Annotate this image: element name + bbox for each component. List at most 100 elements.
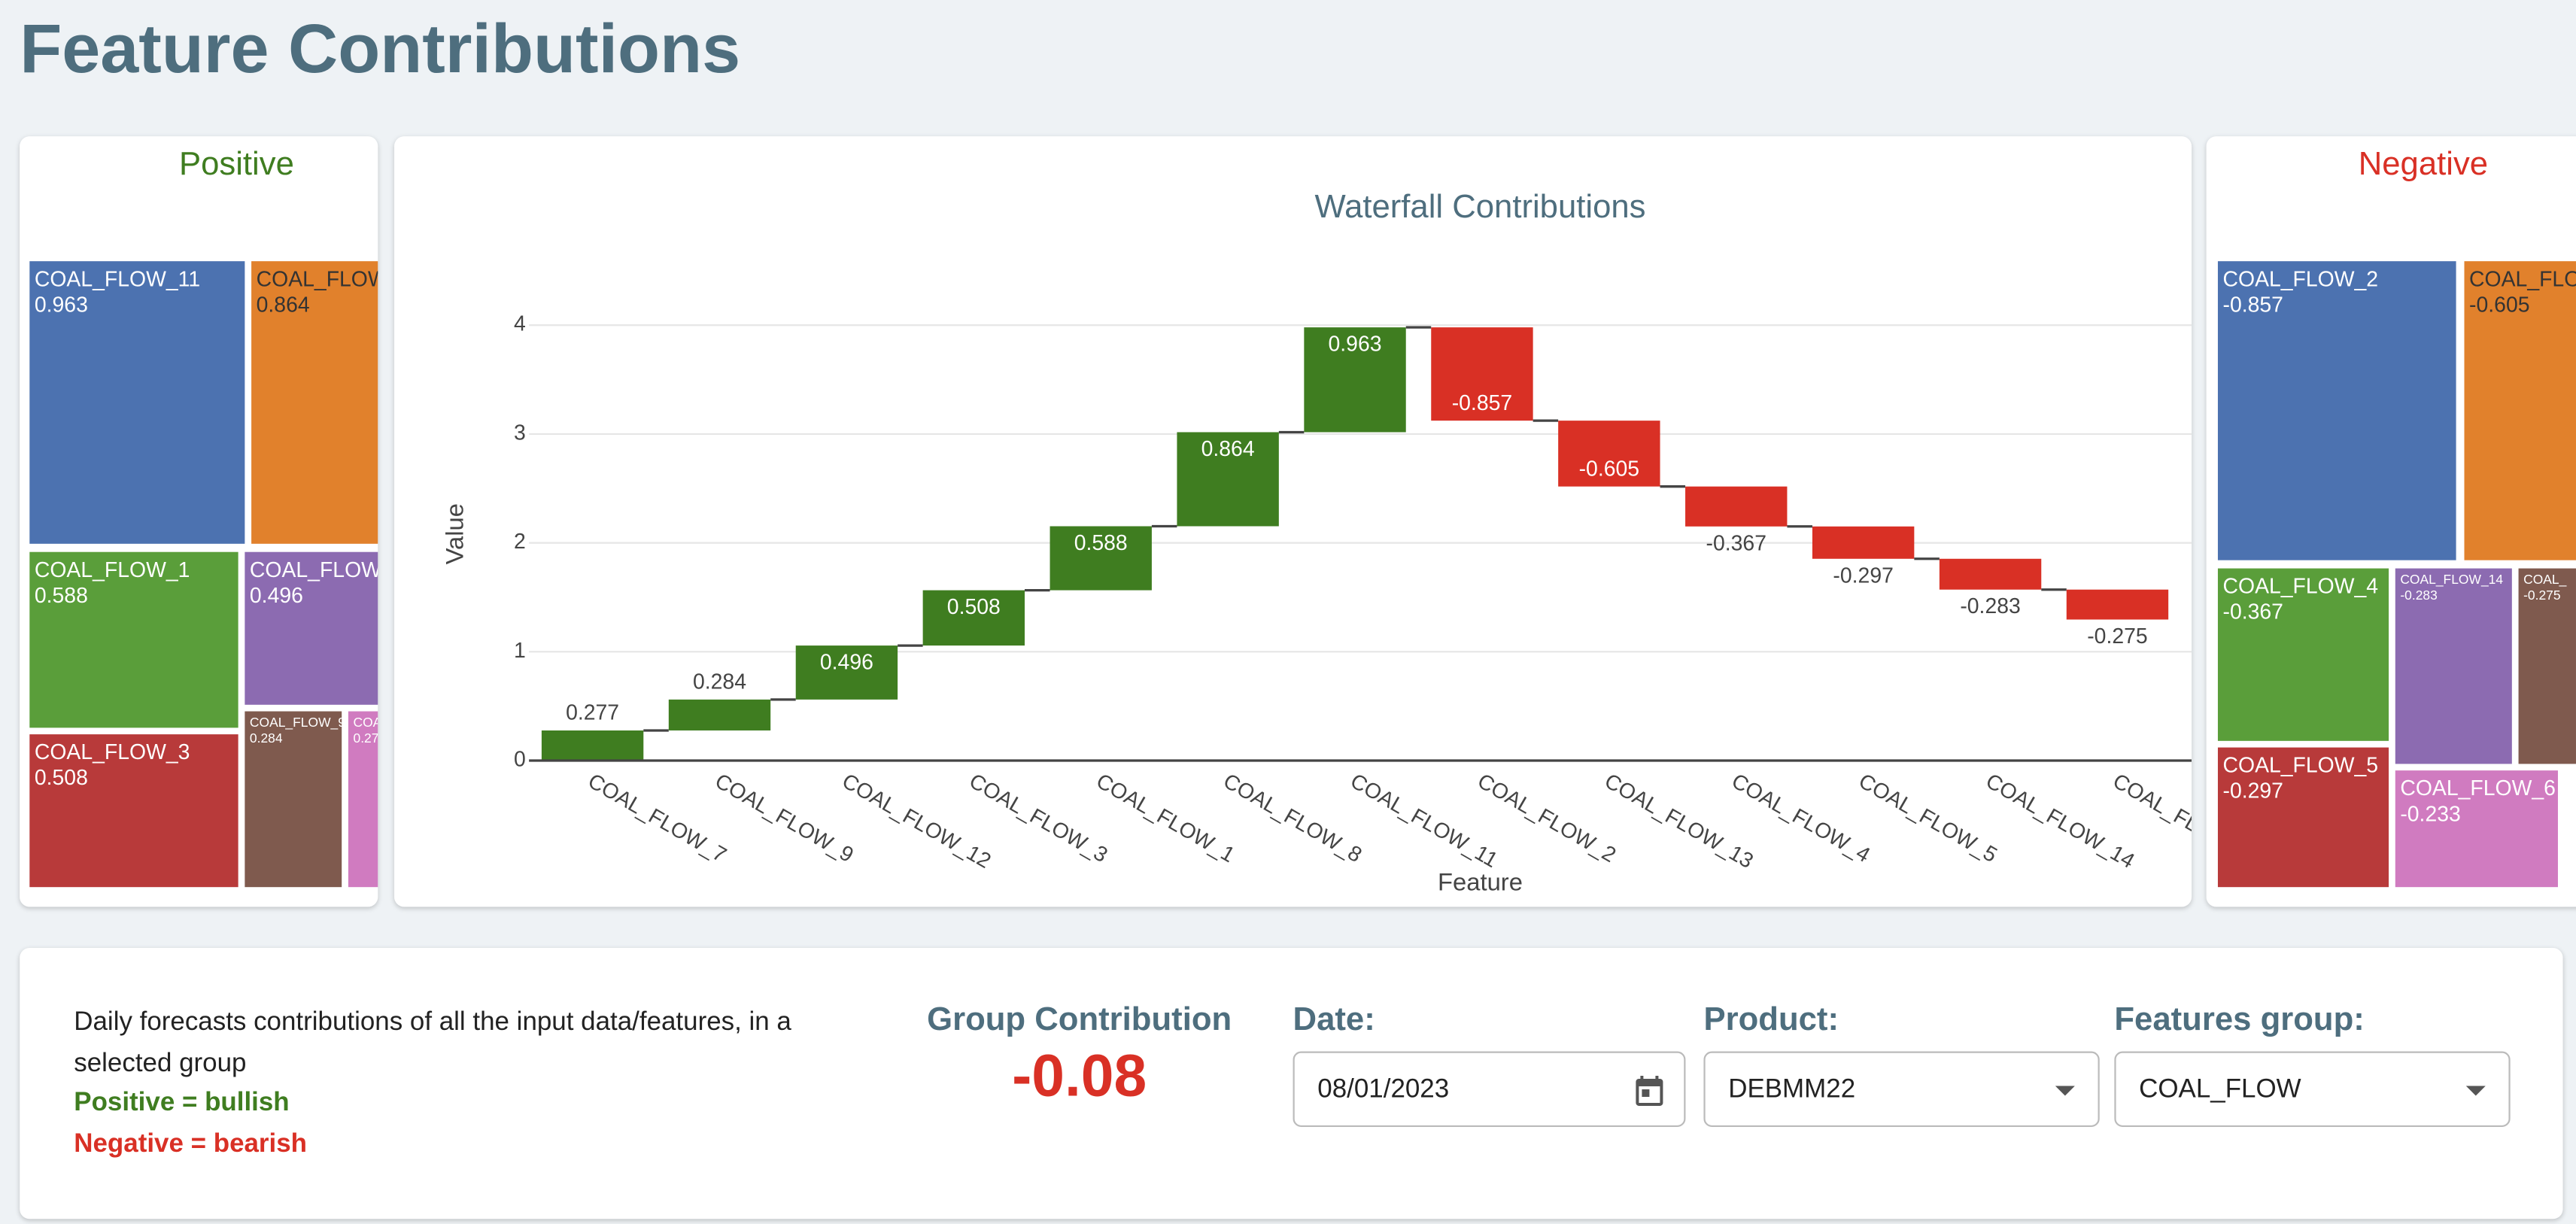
tile-value: 0.284 — [250, 730, 283, 746]
treemap-tile — [2217, 747, 2389, 888]
tile-value: 0.588 — [35, 584, 88, 608]
waterfall-bar — [1050, 526, 1152, 591]
input-value: DEBMM22 — [1728, 1076, 1856, 1104]
waterfall-panel — [394, 136, 2192, 907]
tile-value: -0.605 — [2469, 293, 2529, 317]
positive-note: Positive = bullish — [74, 1089, 290, 1117]
control-label: Date: — [1293, 1002, 1375, 1039]
panel-title: Positive — [179, 145, 294, 182]
value-label: -0.283 — [1960, 594, 2020, 618]
input-value: COAL_FLOW — [2139, 1076, 2301, 1104]
dropdown-arrow[interactable] — [2465, 1086, 2486, 1097]
tile-value: -0.233 — [2400, 802, 2460, 826]
value-label: 0.963 — [1329, 333, 1382, 357]
tile-label: COAL_FLOW_1 — [35, 558, 190, 582]
treemap-tile — [2395, 770, 2558, 888]
value-label: 0.496 — [820, 651, 873, 675]
tile-value: -0.857 — [2223, 293, 2283, 317]
waterfall-bar — [1812, 526, 1915, 559]
value-label: -0.367 — [1706, 531, 1766, 555]
value-label: 0.508 — [947, 595, 1001, 619]
product-select[interactable]: DEBMM22 — [1703, 1051, 2100, 1127]
negative-note: Negative = bearish — [74, 1130, 308, 1159]
waterfall-bar — [1558, 421, 1660, 487]
waterfall-bar — [1939, 558, 2042, 590]
tile-value: 0.496 — [250, 584, 303, 608]
value-label: 0.588 — [1074, 531, 1128, 555]
tile-label: COAL_FLOW_3 — [35, 740, 190, 764]
description: Daily forecasts contributions of all the… — [74, 1008, 791, 1078]
waterfall-bar — [2066, 589, 2169, 620]
value-label: 0.277 — [566, 701, 619, 725]
panel-title: Negative — [2359, 145, 2488, 182]
tile-label: COAL_FLOW_14 — [2400, 572, 2503, 588]
dropdown-arrow[interactable] — [2055, 1086, 2075, 1097]
y-tick-label: 4 — [514, 312, 526, 336]
tile-label: COAL_FLOW_4 — [2223, 575, 2379, 599]
treemap-tile — [29, 261, 245, 544]
waterfall-bar — [668, 699, 771, 730]
negative-treemap: NegativeCOAL_FLOW_2-0.857COAL_FLOW_13-0.… — [2217, 145, 2576, 888]
treemap-tile — [245, 711, 342, 888]
tile-label: COAL_FLOW_2 — [2223, 267, 2379, 291]
tile-value: -0.367 — [2223, 600, 2283, 624]
input-value: 08/01/2023 — [1317, 1076, 1450, 1104]
tile-label: COAL_FLOW_12 — [250, 558, 417, 582]
value-label: -0.297 — [1833, 563, 1893, 588]
waterfall-bar — [922, 590, 1025, 646]
tile-value: -0.283 — [2400, 588, 2437, 603]
treemap-tile — [251, 261, 378, 544]
tile-label: COAL_FLOW_6 — [2400, 776, 2556, 800]
page-title: Feature Contributions — [20, 10, 741, 87]
value-label: 0.864 — [1201, 437, 1255, 461]
tile-label: COAL_FLOW_8 — [257, 267, 412, 291]
calendar-icon[interactable] — [1631, 1073, 1667, 1109]
treemap-tile — [2395, 568, 2512, 764]
y-axis-label: Value — [441, 503, 469, 564]
treemap-tile — [245, 551, 378, 705]
charts: PositiveCOAL_FLOW_110.963COAL_FLOW_80.86… — [20, 136, 2576, 907]
value-label: -0.275 — [2087, 624, 2147, 648]
treemap-tile — [2464, 261, 2576, 560]
y-tick-label: 0 — [514, 748, 526, 772]
waterfall-bar — [795, 645, 898, 700]
summary-label: Group Contribution — [927, 1002, 1232, 1039]
waterfall-bar — [1177, 432, 1279, 527]
waterfall-bar — [1685, 486, 1788, 527]
treemap-tile — [2217, 261, 2456, 560]
tile-label: COAL_FLOW_13 — [2469, 267, 2576, 291]
tile-value: 0.508 — [35, 766, 88, 790]
summary-value: -0.08 — [1012, 1041, 1147, 1109]
chart-title: Waterfall Contributions — [1314, 188, 1645, 225]
tile-value: 0.277 — [353, 730, 386, 746]
y-tick-label: 2 — [514, 530, 526, 554]
treemap-tile — [2217, 568, 2389, 741]
control-label: Product: — [1703, 1002, 1839, 1039]
tile-value: -0.297 — [2223, 779, 2283, 803]
tile-label: COAL_FLOW_7 — [353, 715, 448, 730]
waterfall-bar — [1431, 327, 1533, 421]
value-label: 0.284 — [693, 670, 746, 694]
tile-value: 0.864 — [257, 293, 310, 317]
tile-label: COAL_FLOW_11 — [35, 267, 200, 291]
tile-label: COAL_FLOW_5 — [2223, 754, 2379, 778]
y-tick-label: 3 — [514, 421, 526, 445]
y-tick-label: 1 — [514, 639, 526, 663]
info-panel: Daily forecasts contributions of all the… — [20, 947, 2563, 1219]
tile-label: COAL_FLOW_9 — [250, 715, 345, 730]
value-label: -0.857 — [1452, 391, 1512, 415]
treemap-tile — [2518, 568, 2576, 764]
value-label: -0.605 — [1579, 457, 1639, 481]
positive-treemap: Positive COAL_FLOW_110.963 COAL_FLOW_80.86… — [29, 145, 448, 888]
treemap-tile — [348, 711, 378, 888]
date-input[interactable]: 08/01/2023 — [1293, 1051, 1686, 1127]
treemap-tile — [29, 551, 238, 728]
waterfall-bar — [1304, 327, 1406, 433]
waterfall-bar — [541, 730, 644, 761]
control-label: Features group: — [2114, 1002, 2365, 1039]
treemap-tile — [29, 734, 238, 888]
group-select[interactable]: COAL_FLOW — [2114, 1051, 2511, 1127]
x-axis-label: Feature — [1438, 867, 1523, 895]
